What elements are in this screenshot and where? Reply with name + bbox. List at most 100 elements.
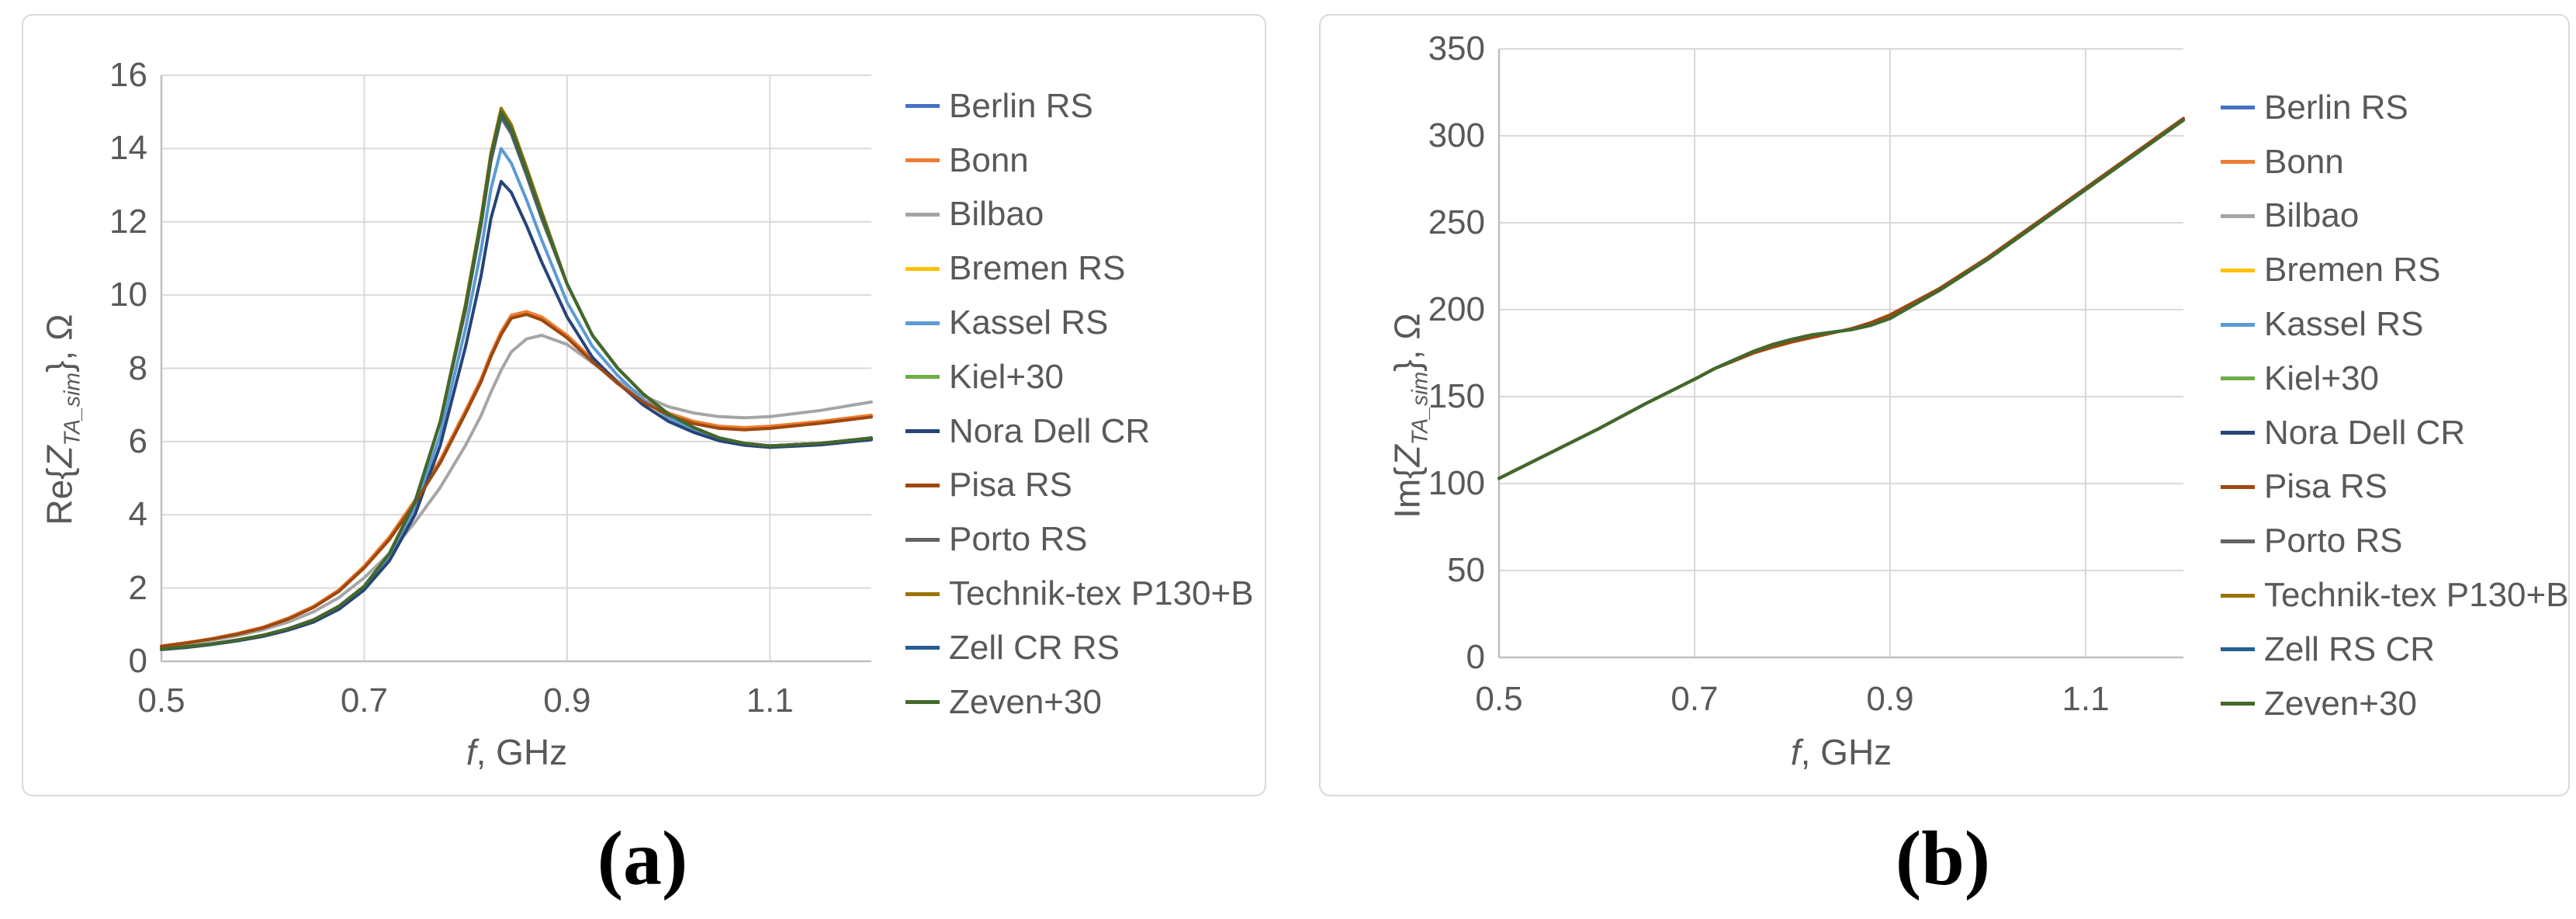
chart-panel-a: Re{ZTA_sim}, Ω f, GHz Berlin RS Bonn Bilba…: [22, 14, 1266, 796]
series-line-technik-tex-p130-b: [160, 106, 873, 651]
series-line-bonn: [160, 310, 873, 648]
legend-a: Berlin RS Bonn Bilbao Bremen RS Kassel RS Kie…: [905, 79, 1254, 730]
legend-label: Kiel+30: [2264, 359, 2380, 397]
legend-label: Zeven+30: [2264, 684, 2417, 723]
chart-panel-b: Im{ZTA_sim}, Ω f, GHz Berlin RS Bonn Bilba…: [1319, 14, 2570, 796]
legend-item: Bilbao: [2221, 189, 2569, 244]
y-tick-label: 150: [1428, 377, 1485, 415]
y-tick-label: 0: [1466, 638, 1485, 676]
y-tick-label: 0: [128, 642, 147, 680]
legend-item: Zeven+30: [2221, 677, 2569, 731]
legend-line-swatch: [905, 700, 940, 705]
legend-item: Berlin RS: [905, 79, 1254, 134]
y-tick-label: 200: [1428, 290, 1485, 328]
legend-label: Bonn: [949, 140, 1029, 179]
legend-item: Kassel RS: [905, 296, 1254, 350]
x-tick-label: 0.9: [1866, 680, 1914, 718]
legend-line-swatch: [2221, 647, 2255, 652]
legend-label: Kiel+30: [949, 357, 1065, 396]
legend-line-swatch: [2221, 160, 2255, 165]
legend-label: Porto RS: [949, 520, 1088, 559]
x-tick-label: 0.7: [340, 681, 388, 720]
legend-label: Nora Dell CR: [2264, 413, 2466, 452]
legend-line-swatch: [2221, 484, 2255, 489]
x-tick-label: 0.9: [543, 681, 591, 720]
legend-item: Nora Dell CR: [905, 404, 1254, 459]
y-tick-label: 100: [1428, 464, 1485, 502]
legend-label: Pisa RS: [949, 466, 1072, 505]
legend-label: Technik-tex P130+B: [949, 574, 1254, 613]
legend-line-swatch: [905, 212, 940, 217]
legend-label: Kassel RS: [949, 303, 1109, 342]
legend-line-swatch: [905, 537, 940, 542]
legend-label: Bremen RS: [2264, 251, 2441, 290]
legend-line-swatch: [905, 321, 940, 325]
legend-item: Technik-tex P130+B: [2221, 568, 2569, 622]
legend-item: Porto RS: [2221, 514, 2569, 568]
legend-item: Bremen RS: [2221, 243, 2569, 297]
y-tick-label: 8: [128, 349, 147, 387]
legend-line-swatch: [905, 646, 940, 650]
y-tick-label: 16: [109, 56, 147, 94]
series-line-kiel-30: [1497, 118, 2185, 480]
legend-item: Zell CR RS: [905, 621, 1254, 675]
y-tick-label: 12: [109, 202, 147, 241]
legend-label: Bonn: [2264, 142, 2344, 181]
legend-label: Nora Dell CR: [949, 411, 1151, 450]
legend-line-swatch: [2221, 268, 2255, 272]
legend-label: Zell RS CR: [2264, 629, 2436, 668]
legend-item: Nora Dell CR: [2221, 406, 2569, 460]
x-axis-title-a: f, GHz: [466, 732, 568, 772]
legend-line-swatch: [2221, 213, 2255, 218]
legend-line-swatch: [2221, 702, 2255, 706]
legend-item: Kiel+30: [2221, 352, 2569, 406]
legend-item: Bilbao: [905, 188, 1254, 242]
series-line-zell-cr-rs: [160, 112, 873, 651]
series-line-pisa-rs: [160, 313, 873, 648]
series-line-technik-tex-p130-b: [1497, 118, 2185, 480]
legend-label: Pisa RS: [2264, 467, 2387, 506]
legend-label: Berlin RS: [2264, 88, 2408, 127]
series-line-bonn: [1497, 116, 2185, 480]
legend-label: Porto RS: [2264, 522, 2403, 560]
legend-item: Porto RS: [905, 512, 1254, 567]
x-axis-title-b: f, GHz: [1790, 732, 1892, 772]
legend-line-swatch: [2221, 431, 2255, 435]
legend-line-swatch: [2221, 376, 2255, 381]
series-line-porto-rs: [1497, 118, 2185, 480]
series-line-bremen-rs: [160, 108, 873, 651]
series-line-berlin-rs: [1497, 118, 2185, 480]
series-line-bremen-rs: [1497, 118, 2185, 480]
legend-line-swatch: [905, 483, 940, 487]
series-line-zeven-30: [160, 110, 873, 651]
legend-line-swatch: [2221, 593, 2255, 598]
legend-label: Zell CR RS: [949, 628, 1120, 667]
legend-label: Kassel RS: [2264, 305, 2424, 344]
plot-area-a: [160, 75, 873, 663]
figure-caption-a: (a): [597, 815, 688, 901]
x-tick-label: 1.1: [2062, 680, 2110, 718]
y-tick-label: 6: [128, 421, 147, 460]
legend-label: Technik-tex P130+B: [2264, 576, 2569, 615]
series-line-nora-dell-cr: [1497, 118, 2185, 480]
legend-label: Bilbao: [949, 195, 1044, 234]
figure-caption-b: (b): [1895, 815, 1991, 901]
legend-item: Zeven+30: [905, 675, 1254, 730]
legend-item: Zell RS CR: [2221, 622, 2569, 677]
legend-label: Zeven+30: [949, 682, 1102, 721]
legend-line-swatch: [2221, 539, 2255, 543]
x-tick-label: 0.7: [1671, 680, 1719, 718]
series-line-bilbao: [160, 334, 873, 649]
legend-item: Pisa RS: [905, 459, 1254, 513]
plot-area-b: [1497, 48, 2185, 659]
series-line-zell-rs-cr: [1497, 118, 2185, 480]
x-tick-label: 1.1: [746, 681, 794, 720]
y-tick-label: 300: [1428, 116, 1485, 154]
x-tick-label: 0.5: [137, 681, 185, 720]
legend-item: Berlin RS: [2221, 81, 2569, 135]
legend-line-swatch: [905, 266, 940, 271]
legend-item: Bonn: [2221, 135, 2569, 189]
series-line-pisa-rs: [1497, 116, 2185, 480]
series-line-berlin-rs: [160, 113, 873, 651]
series-line-kiel-30: [160, 110, 873, 651]
